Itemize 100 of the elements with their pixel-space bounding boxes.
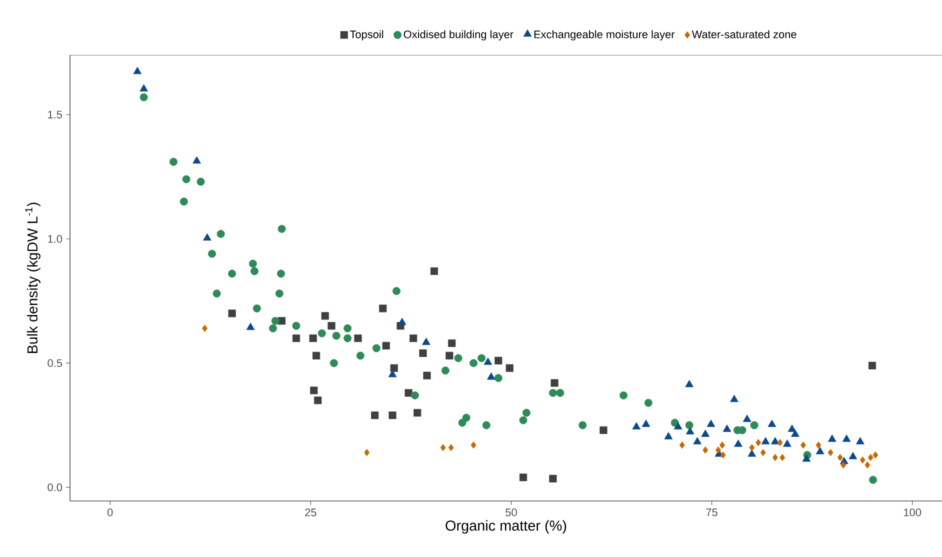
y-tick-label: 0.5 [48,359,62,367]
point [410,391,419,400]
point [780,454,786,462]
point [275,290,284,298]
y-tick-label: 0.0 [48,483,62,492]
point [578,421,587,430]
point [749,444,755,452]
point [800,442,806,449]
point [318,329,326,338]
point [423,372,431,380]
point [462,414,470,422]
point [478,354,486,362]
y-tick-label: 1.0 [48,234,62,243]
point [196,178,205,186]
point [441,366,450,375]
legend-label: Exchangeable moisture layer [534,30,675,40]
point [644,398,652,407]
point [868,454,874,462]
point [321,312,329,320]
point [448,444,454,452]
point [685,421,694,430]
point [216,230,225,238]
point [816,442,822,449]
point [202,324,208,332]
point [869,476,878,484]
point [228,310,236,318]
point [458,418,466,427]
point [772,454,778,462]
point [312,352,320,360]
point [868,362,876,370]
point [248,260,257,268]
point [430,267,438,275]
point [354,334,362,342]
point [620,391,628,400]
legend-label: Topsoil [350,30,384,40]
point [182,175,190,184]
point [470,359,478,368]
point [252,304,261,312]
point [314,396,322,404]
x-tick-label: 25 [305,508,316,516]
point [470,442,476,449]
point [679,442,685,449]
point [271,316,280,325]
x-tick-label: 100 [904,508,922,516]
point [702,446,708,454]
point [840,461,846,469]
point [268,324,277,332]
point [864,461,870,469]
point [600,426,608,434]
point [292,334,300,342]
point [292,322,300,330]
point [715,446,721,454]
point [180,198,188,206]
point [522,408,530,417]
point [548,388,557,397]
x-tick-label: 50 [506,508,517,516]
point [448,339,456,348]
legend-label: Water-saturated zone [692,30,796,38]
point [170,158,178,166]
point [556,388,564,397]
point [371,411,379,420]
point [228,270,236,278]
point [720,451,726,459]
point [404,389,412,397]
y-axis-title: Bulk density (kgDW L$^{-1}$) [25,202,40,353]
point [379,304,387,312]
point [440,444,446,452]
point [372,344,380,352]
point [519,416,528,424]
point [750,421,758,430]
point [309,334,317,342]
point [506,364,514,372]
point [777,439,783,446]
point [494,356,502,364]
point [410,334,418,342]
point [212,290,221,298]
point [454,354,462,362]
point [328,322,336,330]
point [390,364,398,372]
point [446,352,454,360]
point [872,451,878,459]
point [756,439,762,446]
point [494,374,502,382]
point [482,421,490,430]
point [519,474,528,482]
point [388,411,396,420]
y-tick-label: 1.5 [48,110,62,118]
point [250,267,258,276]
point [330,359,338,368]
point [277,270,285,278]
point [208,250,216,258]
point [828,448,834,456]
point [310,386,318,394]
point [414,409,422,417]
point [364,448,370,456]
x-tick-label: 75 [706,508,718,516]
point [382,342,390,350]
point [344,324,352,332]
point [419,349,427,357]
point [550,379,558,387]
